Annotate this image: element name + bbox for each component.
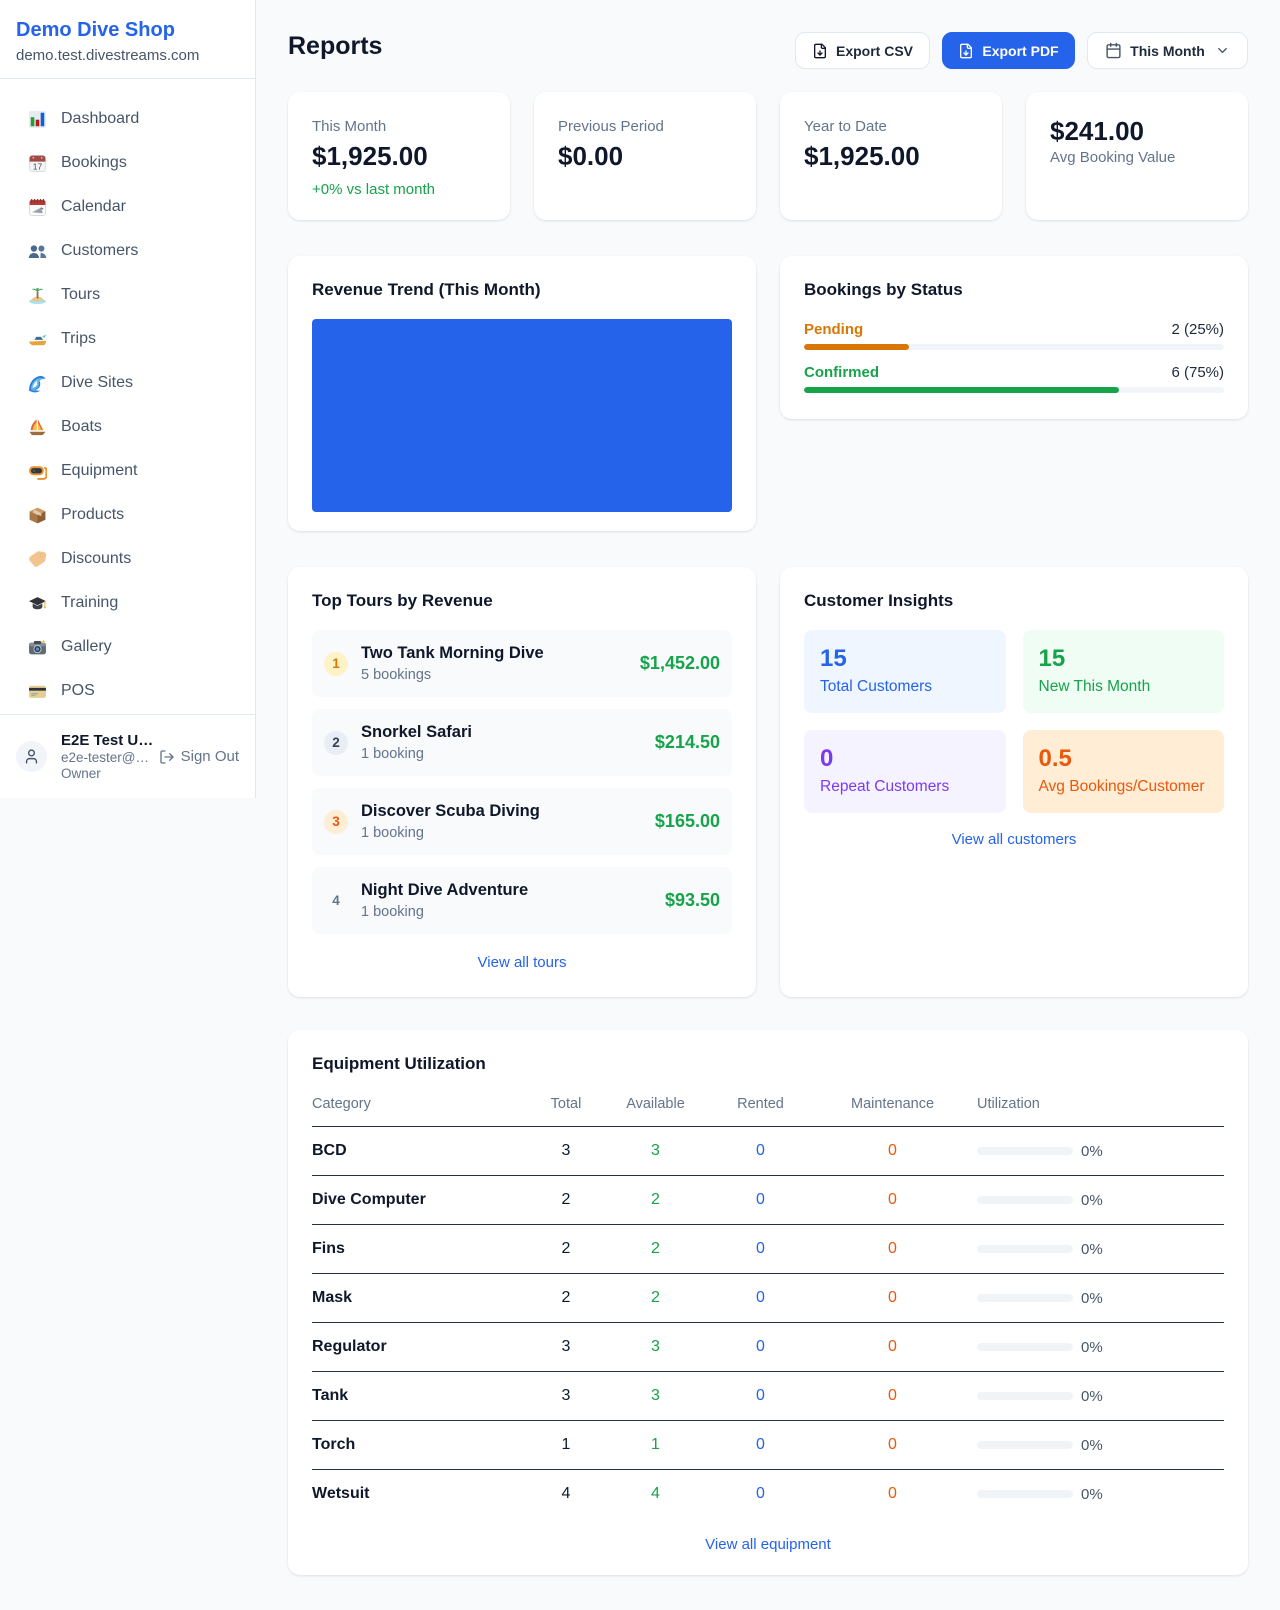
svg-text:17: 17 [33, 161, 43, 171]
